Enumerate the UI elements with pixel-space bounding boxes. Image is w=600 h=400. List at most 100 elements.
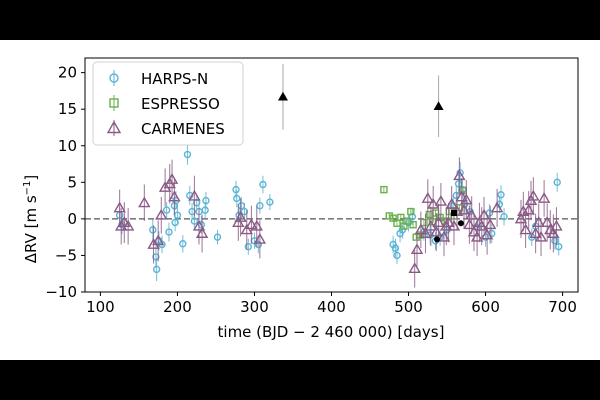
legend-box [92,61,244,146]
data-point-carmenes [453,169,466,181]
data-point-carmenes [432,216,445,227]
data-point-harps-n [497,191,505,199]
data-point-harps-n [183,150,192,159]
x-tick-label: 400 [317,298,346,316]
x-tick-label: 300 [240,298,269,316]
data-point-carmenes [490,201,504,213]
data-point-carmenes [445,197,458,209]
y-tick-label: 5 [67,173,77,191]
data-point-carmenes [234,211,247,222]
y-tick-label: 0 [67,210,77,228]
data-point-carmenes [168,190,181,202]
data-point-carmenes [250,219,263,231]
legend: HARPS-N ESPRESSO CARMENES [92,61,244,146]
data-point-carmenes [114,219,128,231]
data-point-carmenes [529,227,542,238]
data-point-carmenes [195,227,209,238]
data-point-reference-triangle-filled [277,91,288,101]
data-point-espresso [407,207,415,216]
data-point-carmenes [121,219,135,231]
data-point-carmenes [460,193,473,205]
data-point-harps-n [240,207,249,216]
data-point-harps-n [149,226,157,234]
data-point-carmenes [240,223,253,235]
data-point-harps-n [408,212,417,221]
data-point-harps-n [254,240,263,249]
data-point-espresso [389,214,397,222]
data-point-carmenes [118,216,131,227]
data-point-carmenes [426,197,440,209]
legend-marker-harps-n [109,73,119,83]
series-reference-circle-filled [434,220,464,243]
data-point-carmenes [414,223,428,235]
data-point-carmenes [192,219,206,231]
y-tick-label: 20 [58,64,77,82]
data-point-harps-n [244,242,253,251]
data-point-harps-n [202,196,210,205]
data-point-carmenes [483,218,497,230]
y-tick-label: −5 [55,246,77,264]
y-axis-label-close: ] [22,175,40,181]
legend-label-espresso: ESPRESSO [141,95,220,113]
plot-marks [85,63,578,288]
data-point-carmenes [447,219,461,231]
data-point-carmenes [138,196,151,208]
data-point-harps-n [162,206,171,214]
y-tick-label: 15 [58,100,77,118]
legend-label-carmenes: CARMENES [141,120,225,138]
x-tick-label: 100 [86,298,115,316]
data-point-reference-circle-filled [434,236,441,243]
data-point-harps-n [188,207,196,216]
rv-scatter-chart: 100 200 300 400 500 600 700 −10 −5 0 5 10 15 20 HARPS… [22,57,579,341]
y-axis-label-exponent: −1 [22,181,33,196]
y-axis-label: ΔRV [m s−1] [22,175,40,264]
data-point-espresso [409,221,417,229]
data-point-harps-n [171,218,179,227]
data-point-harps-n [152,265,161,274]
data-point-carmenes [540,216,554,227]
x-tick-label: 600 [471,298,500,316]
data-point-carmenes [113,201,126,213]
axes: 100 200 300 400 500 600 700 −10 −5 0 5 10 15 20 [45,57,579,316]
data-point-carmenes [253,232,267,244]
y-tick-label: 10 [58,137,77,155]
data-point-harps-n [555,242,563,251]
legend-marker-carmenes [106,120,122,134]
data-point-espresso [380,185,388,194]
data-point-carmenes [245,218,258,230]
data-point-carmenes [442,216,455,227]
series-carmenes [113,157,563,288]
legend-marker-espresso [109,98,119,108]
data-point-carmenes [477,208,491,220]
data-point-carmenes [188,189,201,201]
data-point-harps-n [213,233,222,241]
data-point-harps-n [266,198,274,206]
data-point-carmenes [434,194,448,206]
data-point-harps-n [197,221,206,229]
series-harps-n [115,144,563,282]
x-axis-label: time (BJD − 2 460 000) [days] [218,323,445,341]
data-point-carmenes [547,227,560,238]
data-point-espresso [385,212,393,220]
data-point-harps-n [190,217,199,225]
data-point-harps-n [201,206,209,214]
data-point-carmenes [147,238,160,249]
data-point-harps-n [259,180,267,189]
data-point-carmenes [419,227,432,238]
data-point-harps-n [179,240,187,248]
data-point-carmenes [550,219,563,231]
data-point-reference-square-filled [450,210,457,217]
data-point-carmenes [155,208,168,220]
data-point-harps-n [426,231,434,239]
data-point-carmenes [480,228,494,240]
data-point-carmenes [421,191,434,203]
data-point-harps-n [500,212,508,221]
data-point-carmenes [527,189,540,201]
x-tick-label: 200 [163,298,192,316]
legend-label-harps-n: HARPS-N [141,70,208,88]
data-point-carmenes [534,230,548,242]
data-point-harps-n [553,178,561,187]
data-point-carmenes [467,225,481,237]
data-point-espresso [393,219,401,227]
